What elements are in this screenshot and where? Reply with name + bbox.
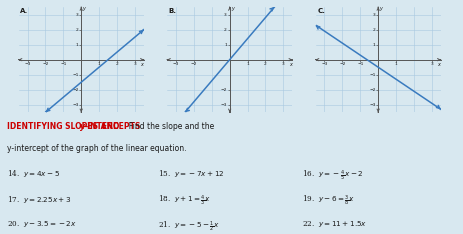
Text: 20.  $y - 3.5 = -2x$: 20. $y - 3.5 = -2x$ [7, 219, 76, 230]
Text: 21.  $y = -5 - \frac{1}{2}x$: 21. $y = -5 - \frac{1}{2}x$ [157, 219, 219, 234]
Text: y: y [231, 6, 233, 11]
Text: IDENTIFYING SLOPES AND: IDENTIFYING SLOPES AND [7, 122, 122, 131]
Text: 17.  $y = 2.25x + 3$: 17. $y = 2.25x + 3$ [7, 194, 71, 205]
Text: 19.  $y - 6 = \frac{3}{8}x$: 19. $y - 6 = \frac{3}{8}x$ [301, 194, 354, 208]
Text: y: y [82, 6, 85, 11]
Text: A.: A. [20, 8, 29, 14]
Text: 15.  $y = -7x + 12$: 15. $y = -7x + 12$ [157, 168, 224, 179]
Text: Find the slope and the: Find the slope and the [124, 122, 214, 131]
Text: y: y [80, 122, 85, 131]
Text: x: x [437, 62, 439, 67]
Text: y-intercept of the graph of the linear equation.: y-intercept of the graph of the linear e… [7, 144, 186, 153]
Text: 18.  $y + 1 = \frac{4}{3}x$: 18. $y + 1 = \frac{4}{3}x$ [157, 194, 211, 208]
Text: x: x [288, 62, 291, 67]
Text: -INTERCEPTS: -INTERCEPTS [85, 122, 141, 131]
Text: 16.  $y = -\frac{4}{5}x - 2$: 16. $y = -\frac{4}{5}x - 2$ [301, 168, 362, 183]
Text: C.: C. [317, 8, 325, 14]
Text: 14.  $y = 4x - 5$: 14. $y = 4x - 5$ [7, 168, 60, 179]
Text: y: y [379, 6, 382, 11]
Text: x: x [140, 62, 143, 67]
Text: B.: B. [169, 8, 176, 14]
Text: 22.  $y = 11 + 1.5x$: 22. $y = 11 + 1.5x$ [301, 219, 366, 230]
